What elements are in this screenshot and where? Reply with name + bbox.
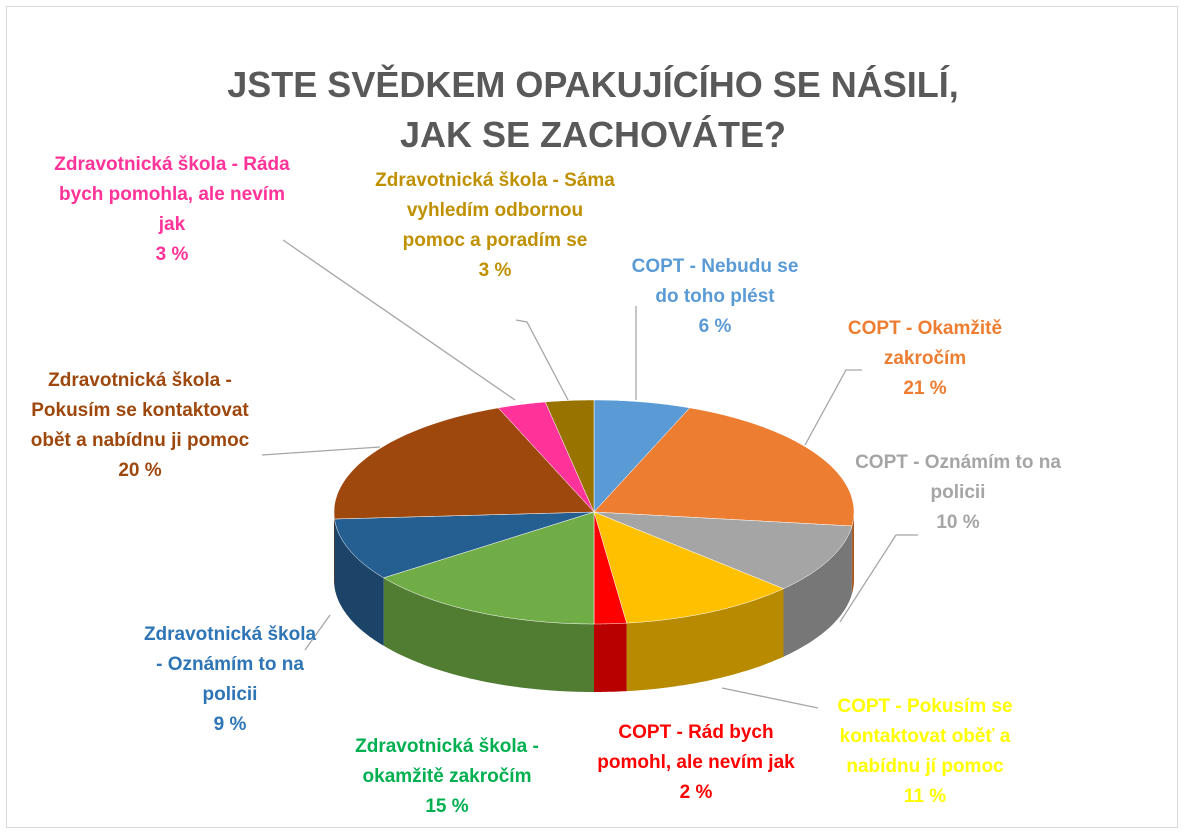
- slice-label: Zdravotnická škola - okamžitě zakročím: [355, 736, 539, 787]
- leader-line: [839, 534, 918, 623]
- value-label: 2 %: [679, 782, 713, 803]
- value-label: 3 %: [478, 260, 512, 281]
- slice-side: [594, 623, 627, 692]
- slice-label: COPT - Okamžitě zakročím: [847, 318, 1003, 369]
- slice-label: Zdravotnická škola - Pokusím se kontakto…: [30, 370, 250, 451]
- slice-label: Zdravotnická škola - Oznámím to na polic…: [143, 624, 317, 705]
- value-label: 6 %: [698, 316, 732, 337]
- slice: [497, 401, 595, 513]
- slice: [593, 399, 691, 513]
- slice-side: [851, 512, 854, 594]
- chart-title: JSTE SVĚDKEM OPAKUJÍCÍHO SE NÁSILÍ, JAK …: [227, 64, 959, 155]
- slice-label: COPT - Oznámím to na policii: [855, 452, 1061, 503]
- slice: [593, 511, 785, 624]
- slice-label: Zdravotnická škola - Sáma vyhledím odbor…: [375, 170, 615, 251]
- slice: [544, 399, 595, 513]
- leader-line: [261, 446, 381, 456]
- leader-line: [721, 687, 819, 709]
- slice: [333, 407, 595, 520]
- slice: [593, 407, 855, 527]
- value-label: 21 %: [903, 378, 947, 399]
- slice: [593, 511, 627, 625]
- leader-line: [304, 614, 331, 651]
- slice: [593, 511, 853, 589]
- value-label: 11 %: [903, 786, 947, 807]
- value-label: 10 %: [936, 512, 980, 533]
- slice-side: [334, 512, 335, 587]
- slice-side: [783, 526, 852, 657]
- slice: [383, 511, 595, 625]
- leader-line: [515, 319, 569, 401]
- leader-line: [804, 369, 862, 446]
- slice-side: [383, 577, 594, 692]
- value-label: 3 %: [155, 244, 189, 265]
- slice: [334, 511, 595, 579]
- slice-side: [626, 588, 784, 692]
- slice-label: COPT - Nebudu se do toho plést: [631, 256, 799, 307]
- slice-label: Zdravotnická škola - Ráda bych pomohla, …: [54, 154, 290, 235]
- leader-line: [282, 239, 516, 401]
- slice-side: [334, 519, 384, 646]
- value-label: 15 %: [425, 796, 469, 817]
- value-label: 20 %: [118, 460, 162, 481]
- slice-label: COPT - Rád bych pomohl, ale nevím jak: [597, 722, 795, 773]
- slice-label: COPT - Pokusím se kontaktovat oběť a nab…: [837, 696, 1013, 777]
- chart-frame: [6, 6, 1178, 828]
- value-label: 9 %: [213, 714, 247, 735]
